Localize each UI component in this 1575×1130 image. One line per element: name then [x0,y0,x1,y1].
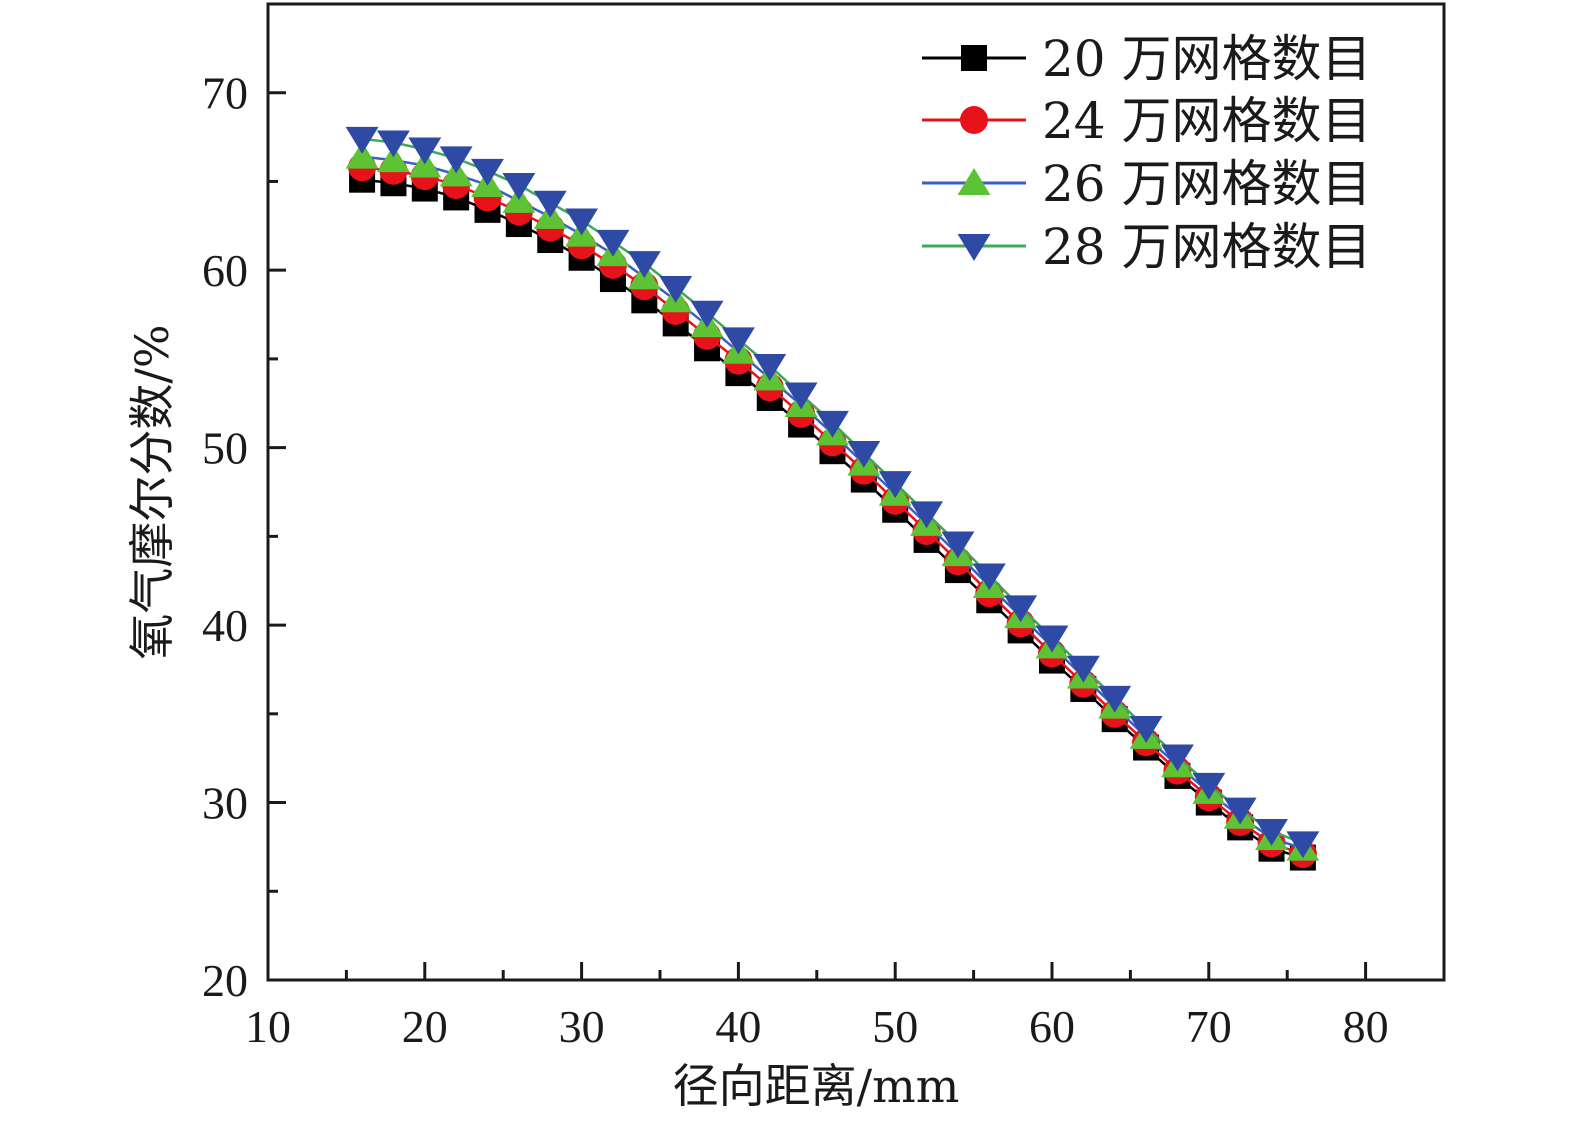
data-point-triangle-down [847,441,881,468]
legend-label: 26 万网格数目 [1042,155,1372,213]
data-point-triangle-down [957,234,991,261]
data-point-triangle-down [502,173,536,200]
data-point-triangle-down [439,146,473,174]
y-tick-label: 50 [202,423,248,474]
data-point-triangle-down [659,275,693,303]
legend-label: 24 万网格数目 [1042,92,1372,150]
data-point-triangle-down [690,300,724,328]
data-point-triangle-down [972,563,1006,591]
x-tick-label: 70 [1186,1001,1232,1052]
y-tick-label: 60 [202,245,248,296]
x-tick-label: 30 [559,1001,605,1052]
x-tick-label: 80 [1343,1001,1389,1052]
data-point-triangle-down [1098,685,1132,713]
data-point-triangle-down [1160,744,1194,772]
legend-item: 26 万网格数目 [922,155,1372,213]
legend-label: 20 万网格数目 [1042,30,1372,88]
y-tick-label: 20 [202,955,248,1006]
legend-item: 28 万网格数目 [922,218,1372,276]
data-point-triangle-down [533,190,567,218]
x-tick-label: 40 [715,1001,761,1052]
data-point-triangle-down [784,382,818,410]
data-point-triangle-down [1286,831,1320,859]
data-point-triangle-up [957,168,991,195]
legend-item: 24 万网格数目 [922,92,1372,150]
data-point-triangle-down [596,229,630,257]
y-tick-label: 70 [202,68,248,119]
data-point-triangle-up [345,141,379,169]
data-point-triangle-down [471,158,504,186]
data-point-triangle-down [1223,797,1257,825]
y-axis-title: 氧气摩尔分数/% [125,324,179,659]
data-point-triangle-down [1255,818,1288,846]
data-point-triangle-down [816,410,849,438]
data-point-triangle-down [345,126,379,154]
data-point-triangle-down [1129,716,1163,743]
data-point-triangle-down [878,471,912,499]
data-point-triangle-down [376,130,410,158]
y-tick-label: 30 [202,778,248,829]
data-point-triangle-down [1066,655,1100,683]
data-point-triangle-down [627,251,661,279]
data-point-circle [960,106,988,134]
x-tick-label: 60 [1029,1001,1075,1052]
data-point-triangle-down [1192,772,1226,800]
data-point-triangle-down [1004,595,1038,623]
x-axis-title: 径向距离/mm [673,1059,960,1113]
data-point-triangle-down [721,327,755,355]
data-point-triangle-down [753,354,787,381]
legend-label: 28 万网格数目 [1042,218,1372,276]
data-point-triangle-up [376,145,410,173]
y-tick-label: 40 [202,600,248,651]
data-point-square [961,45,987,71]
x-tick-label: 20 [402,1001,448,1052]
plot-frame [266,2,1446,982]
legend-item: 20 万网格数目 [922,30,1372,88]
x-tick-label: 50 [872,1001,918,1052]
data-point-triangle-down [910,501,944,529]
x-tick-label: 10 [245,1001,291,1052]
data-series [345,126,1320,871]
data-point-triangle-down [941,531,975,559]
data-point-triangle-down [1035,625,1069,653]
data-point-triangle-down [408,137,442,165]
series-3 [345,126,1320,859]
data-point-triangle-down [565,208,599,236]
